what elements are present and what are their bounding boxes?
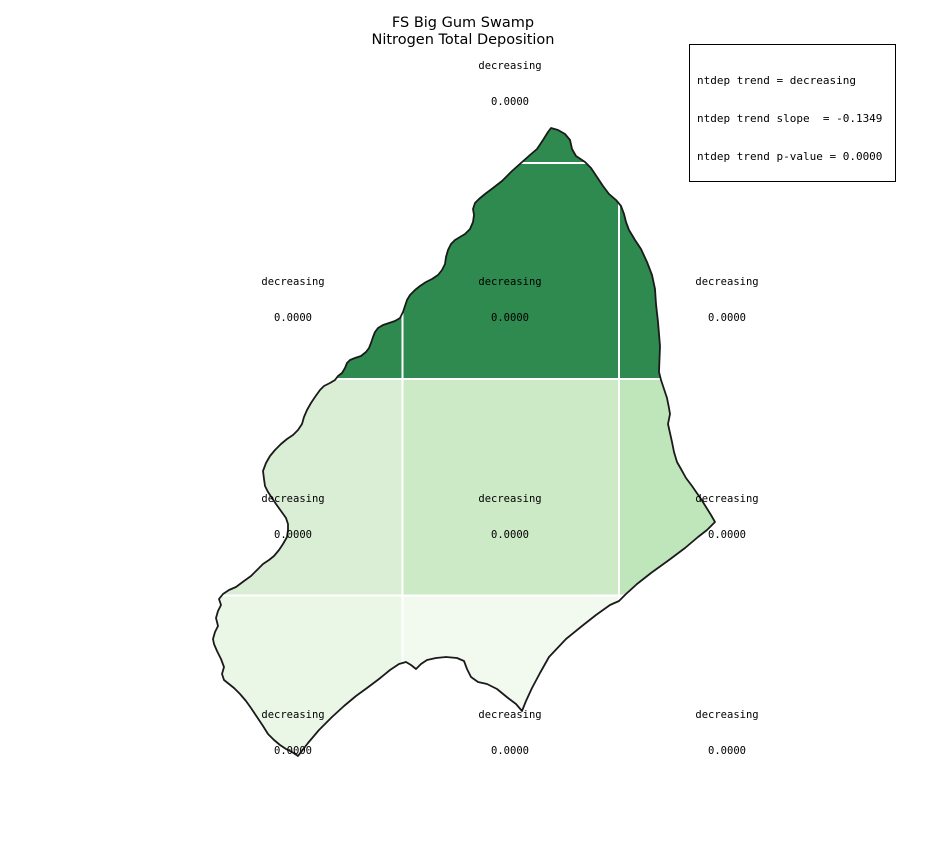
value-text: 0.0000	[491, 529, 529, 541]
value-text: 0.0000	[274, 312, 312, 324]
trend-text: decreasing	[695, 276, 759, 288]
trend-text: decreasing	[478, 493, 542, 505]
grid-cell-label-top-center: decreasing 0.0000	[478, 36, 541, 120]
trend-text: decreasing	[695, 709, 759, 721]
grid-cell-fill-mid-center	[402, 379, 619, 596]
legend-line-trend: ntdep trend = decreasing	[697, 73, 856, 87]
legend-line-pvalue: ntdep trend p-value = 0.0000	[697, 150, 883, 164]
value-text: 0.0000	[491, 745, 529, 757]
trend-text: decreasing	[261, 493, 325, 505]
legend-line-slope: ntdep trend slope = -0.1349	[697, 111, 883, 125]
grid-cell-label-north-right: decreasing 0.0000	[695, 252, 758, 336]
trend-text: decreasing	[261, 276, 325, 288]
value-text: 0.0000	[708, 312, 746, 324]
trend-text: decreasing	[478, 60, 542, 72]
grid-cell-label-mid-center: decreasing 0.0000	[478, 469, 541, 553]
watershed-outline	[212, 127, 716, 757]
grid-cell-label-mid-right: decreasing 0.0000	[695, 469, 758, 553]
grid-cell-label-south-right: decreasing 0.0000	[695, 685, 758, 769]
grid-cell-fill-north	[213, 128, 715, 379]
grid-cell-label-south-left: decreasing 0.0000	[261, 685, 324, 769]
value-text: 0.0000	[274, 529, 312, 541]
value-text: 0.0000	[491, 96, 529, 108]
value-text: 0.0000	[708, 745, 746, 757]
trend-text: decreasing	[478, 276, 542, 288]
trend-text: decreasing	[261, 709, 325, 721]
figure-title-line2: Nitrogen Total Deposition	[371, 32, 555, 48]
trend-text: decreasing	[478, 709, 542, 721]
grid-cell-label-north-left: decreasing 0.0000	[261, 252, 324, 336]
trend-text: decreasing	[695, 493, 759, 505]
value-text: 0.0000	[708, 529, 746, 541]
value-text: 0.0000	[491, 312, 529, 324]
figure-title-line1: FS Big Gum Swamp	[391, 15, 535, 31]
value-text: 0.0000	[274, 745, 312, 757]
trend-legend-box: ntdep trend = decreasing ntdep trend slo…	[689, 44, 896, 182]
grid-cell-label-north-center: decreasing 0.0000	[478, 252, 541, 336]
grid-cell-label-mid-left: decreasing 0.0000	[261, 469, 324, 553]
grid-cell-label-south-center: decreasing 0.0000	[478, 685, 541, 769]
